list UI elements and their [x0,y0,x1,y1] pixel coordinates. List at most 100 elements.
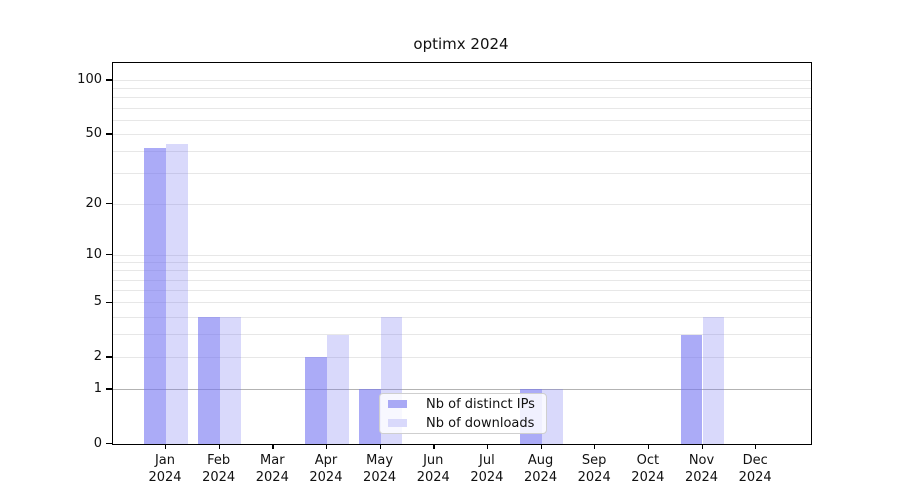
y-tick-label-10: 10 [85,246,102,262]
x-tick-label-jan: Jan 2024 [135,452,195,486]
x-tick-label-nov: Nov 2024 [672,452,732,486]
gridline-60 [113,119,811,121]
gridline-3 [113,334,811,336]
x-tick-label-apr: Apr 2024 [296,452,356,486]
chart-title: optimx 2024 [413,35,509,53]
y-tick-label-1: 1 [93,380,102,396]
gridline-90 [113,88,811,90]
bar-downloads-feb [219,317,242,444]
gridline-10 [113,254,811,256]
gridline-100 [113,79,811,81]
x-tick-label-jul: Jul 2024 [457,452,517,486]
x-tick-year: 2024 [524,470,558,485]
legend-item-downloads: Nb of downloads [380,416,546,431]
bar-distinct-ips-apr [305,357,327,444]
legend-swatch-downloads-icon [388,419,407,427]
x-tick-year: 2024 [470,470,504,485]
x-tick-label-oct: Oct 2024 [618,452,678,486]
x-tick-year: 2024 [148,470,182,485]
y-tick-5 [106,301,112,304]
plot-area: Nb of distinct IPs Nb of downloads [112,62,812,445]
x-tick-month: Nov [688,453,715,468]
gridline-4 [113,316,811,318]
y-tick-0 [106,443,112,445]
x-tick-nov [701,444,703,450]
x-tick-dec [755,444,757,450]
gridline-8 [113,270,811,272]
x-tick-month: Sep [581,453,607,468]
gridline-40 [113,150,811,152]
x-tick-aug [540,444,542,450]
x-tick-apr [325,444,328,450]
x-tick-month: Mar [260,453,285,468]
x-tick-month: Jun [423,453,444,468]
x-tick-may [379,444,381,450]
gridline-20 [113,203,811,205]
x-tick-year: 2024 [631,470,665,485]
x-tick-label-dec: Dec 2024 [725,452,785,486]
x-tick-year: 2024 [202,470,236,485]
x-tick-year: 2024 [738,470,772,485]
gridline-1 [113,388,811,390]
x-tick-year: 2024 [416,470,450,485]
x-tick-month: Jul [479,453,495,468]
legend-swatch-distinct-ips-icon [388,400,407,408]
legend-item-distinct-ips: Nb of distinct IPs [380,397,546,412]
x-tick-label-mar: Mar 2024 [242,452,302,486]
x-tick-month: Feb [207,453,231,468]
bar-downloads-apr [326,334,349,444]
x-tick-jun [433,444,435,450]
x-tick-year: 2024 [255,470,289,485]
x-tick-year: 2024 [309,470,343,485]
bar-distinct-ips-nov [680,334,703,444]
gridline-7 [113,279,811,281]
x-tick-jan [165,444,167,450]
x-tick-jul [486,444,489,450]
gridline-50 [113,133,811,135]
bar-distinct-ips-jan [144,147,166,444]
x-tick-label-sep: Sep 2024 [564,452,624,486]
gridline-5 [113,302,811,304]
gridline-30 [113,172,811,174]
x-tick-label-feb: Feb 2024 [189,452,249,486]
x-tick-month: Aug [527,453,554,468]
x-tick-label-aug: Aug 2024 [511,452,571,486]
x-tick-month: Jan [154,453,176,468]
x-tick-label-jun: Jun 2024 [403,452,463,486]
gridline-9 [113,262,811,264]
legend: Nb of distinct IPs Nb of downloads [379,393,547,434]
gridline-80 [113,97,811,99]
legend-label-downloads: Nb of downloads [426,415,535,431]
x-tick-label-may: May 2024 [350,452,410,486]
x-tick-sep [594,444,596,450]
x-tick-month: Dec [742,453,768,468]
x-tick-mar [272,444,274,450]
x-tick-month: Oct [636,453,660,468]
legend-label-distinct-ips: Nb of distinct IPs [426,396,535,412]
y-tick-label-0: 0 [93,435,102,451]
x-tick-month: Apr [314,453,338,468]
bar-downloads-jan [166,144,188,444]
x-tick-year: 2024 [684,470,719,485]
y-tick-label-5: 5 [93,294,102,310]
x-tick-feb [218,444,220,450]
y-tick-2 [106,356,112,358]
y-tick-label-50: 50 [85,125,102,141]
y-tick-label-20: 20 [85,195,102,211]
x-tick-year: 2024 [363,470,397,485]
x-tick-year: 2024 [577,470,611,485]
y-tick-1 [106,388,112,390]
bar-downloads-nov [702,317,725,444]
y-tick-10 [106,254,112,256]
y-tick-20 [106,203,112,205]
bar-distinct-ips-may [358,389,381,444]
bar-distinct-ips-feb [197,317,220,444]
x-tick-oct [647,444,650,450]
y-tick-label-100: 100 [77,71,102,87]
y-tick-50 [106,133,112,135]
y-tick-100 [106,79,112,81]
y-tick-label-2: 2 [93,348,102,364]
x-tick-month: May [366,453,394,468]
gridline-70 [113,107,811,109]
